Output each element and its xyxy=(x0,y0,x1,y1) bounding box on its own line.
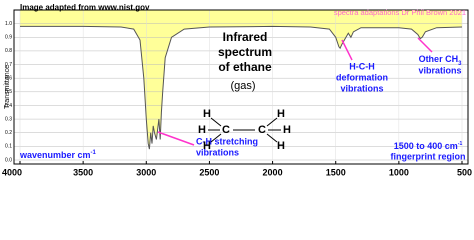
plot-frame xyxy=(13,9,469,165)
fingerprint-note: fingerprint region xyxy=(391,151,466,161)
atom: C xyxy=(222,124,230,136)
annotation: vibrations xyxy=(418,65,461,75)
x-tick-label: 2000 xyxy=(263,167,283,177)
area-fill xyxy=(20,10,462,150)
bond xyxy=(210,133,222,143)
y-tick-label: 0.0 xyxy=(5,157,12,163)
atom: C xyxy=(258,124,266,136)
x-axis-label-text: wavenumber cm xyxy=(19,150,91,160)
molecule: H H H C C H H H xyxy=(198,108,291,152)
x-tick-label: 1500 xyxy=(326,167,346,177)
atom: H xyxy=(283,124,291,136)
annotation: C-H stretching xyxy=(196,136,258,146)
annotation: deformation xyxy=(336,72,388,82)
plot xyxy=(14,10,468,164)
y-tick-label: 0.3 xyxy=(5,116,12,122)
y-tick-label: 1.0 xyxy=(5,21,12,27)
fingerprint-text: 1500 to 400 cm xyxy=(394,141,458,151)
atom: H xyxy=(198,124,206,136)
atom: H xyxy=(277,140,285,152)
title: spectrum xyxy=(218,45,272,59)
annotation: vibrations xyxy=(340,83,383,93)
annotation: H-C-H xyxy=(349,61,375,71)
x-axis-label-sup: -1 xyxy=(91,150,97,156)
x-tick-label: 2500 xyxy=(199,167,219,177)
subtitle: (gas) xyxy=(230,80,255,92)
annotation-text: Other CH xyxy=(419,54,459,64)
y-tick-label: 0.1 xyxy=(5,144,12,150)
fingerprint-sup: -1 xyxy=(458,141,463,147)
annotation-sub: 3 xyxy=(458,61,462,67)
source: Image adapted from www.nist.gov xyxy=(20,3,150,12)
page: Image adapted from www.nist.gov spectra … xyxy=(2,3,472,178)
x-tick-label: 4000 xyxy=(2,167,22,177)
y-tick-label: 0.9 xyxy=(5,35,12,41)
fingerprint-note: 1500 to 400 cm-1 xyxy=(394,141,463,151)
annotation: Other CH3 xyxy=(419,54,463,66)
y-tick-label: 0.8 xyxy=(5,48,12,54)
title: of ethane xyxy=(218,60,272,74)
y-tick-label: 0.5 xyxy=(5,89,12,95)
x-axis-label: wavenumber cm-1 xyxy=(19,150,97,161)
x-tick-label: 3000 xyxy=(136,167,156,177)
annotation: vibrations xyxy=(196,147,239,157)
bond xyxy=(266,117,278,127)
pointer xyxy=(417,37,433,53)
atom: H xyxy=(203,140,211,152)
bond xyxy=(266,133,278,143)
y-tick-label: 0.2 xyxy=(5,130,12,136)
title: Infrared xyxy=(223,30,268,44)
bond xyxy=(210,117,222,127)
credit: spectra adaptations Dr Phil Brown 2021 xyxy=(334,8,466,17)
x-tick-label: 3500 xyxy=(73,167,93,177)
pointer xyxy=(157,131,195,146)
pointer xyxy=(341,39,353,61)
x-tick-label: 500 xyxy=(457,167,472,177)
y-tick-label: 0.7 xyxy=(5,62,12,68)
y-tick-label: 0.4 xyxy=(5,103,12,109)
plot-background xyxy=(14,10,468,164)
spectrum-line xyxy=(20,25,463,150)
atom: H xyxy=(203,108,211,120)
atom: H xyxy=(277,108,285,120)
y-tick-label: 0.6 xyxy=(5,76,12,82)
chart: Image adapted from www.nist.gov spectra … xyxy=(2,3,472,178)
y-axis-label: Transmittance xyxy=(4,65,11,109)
x-tick-label: 1000 xyxy=(389,167,409,177)
